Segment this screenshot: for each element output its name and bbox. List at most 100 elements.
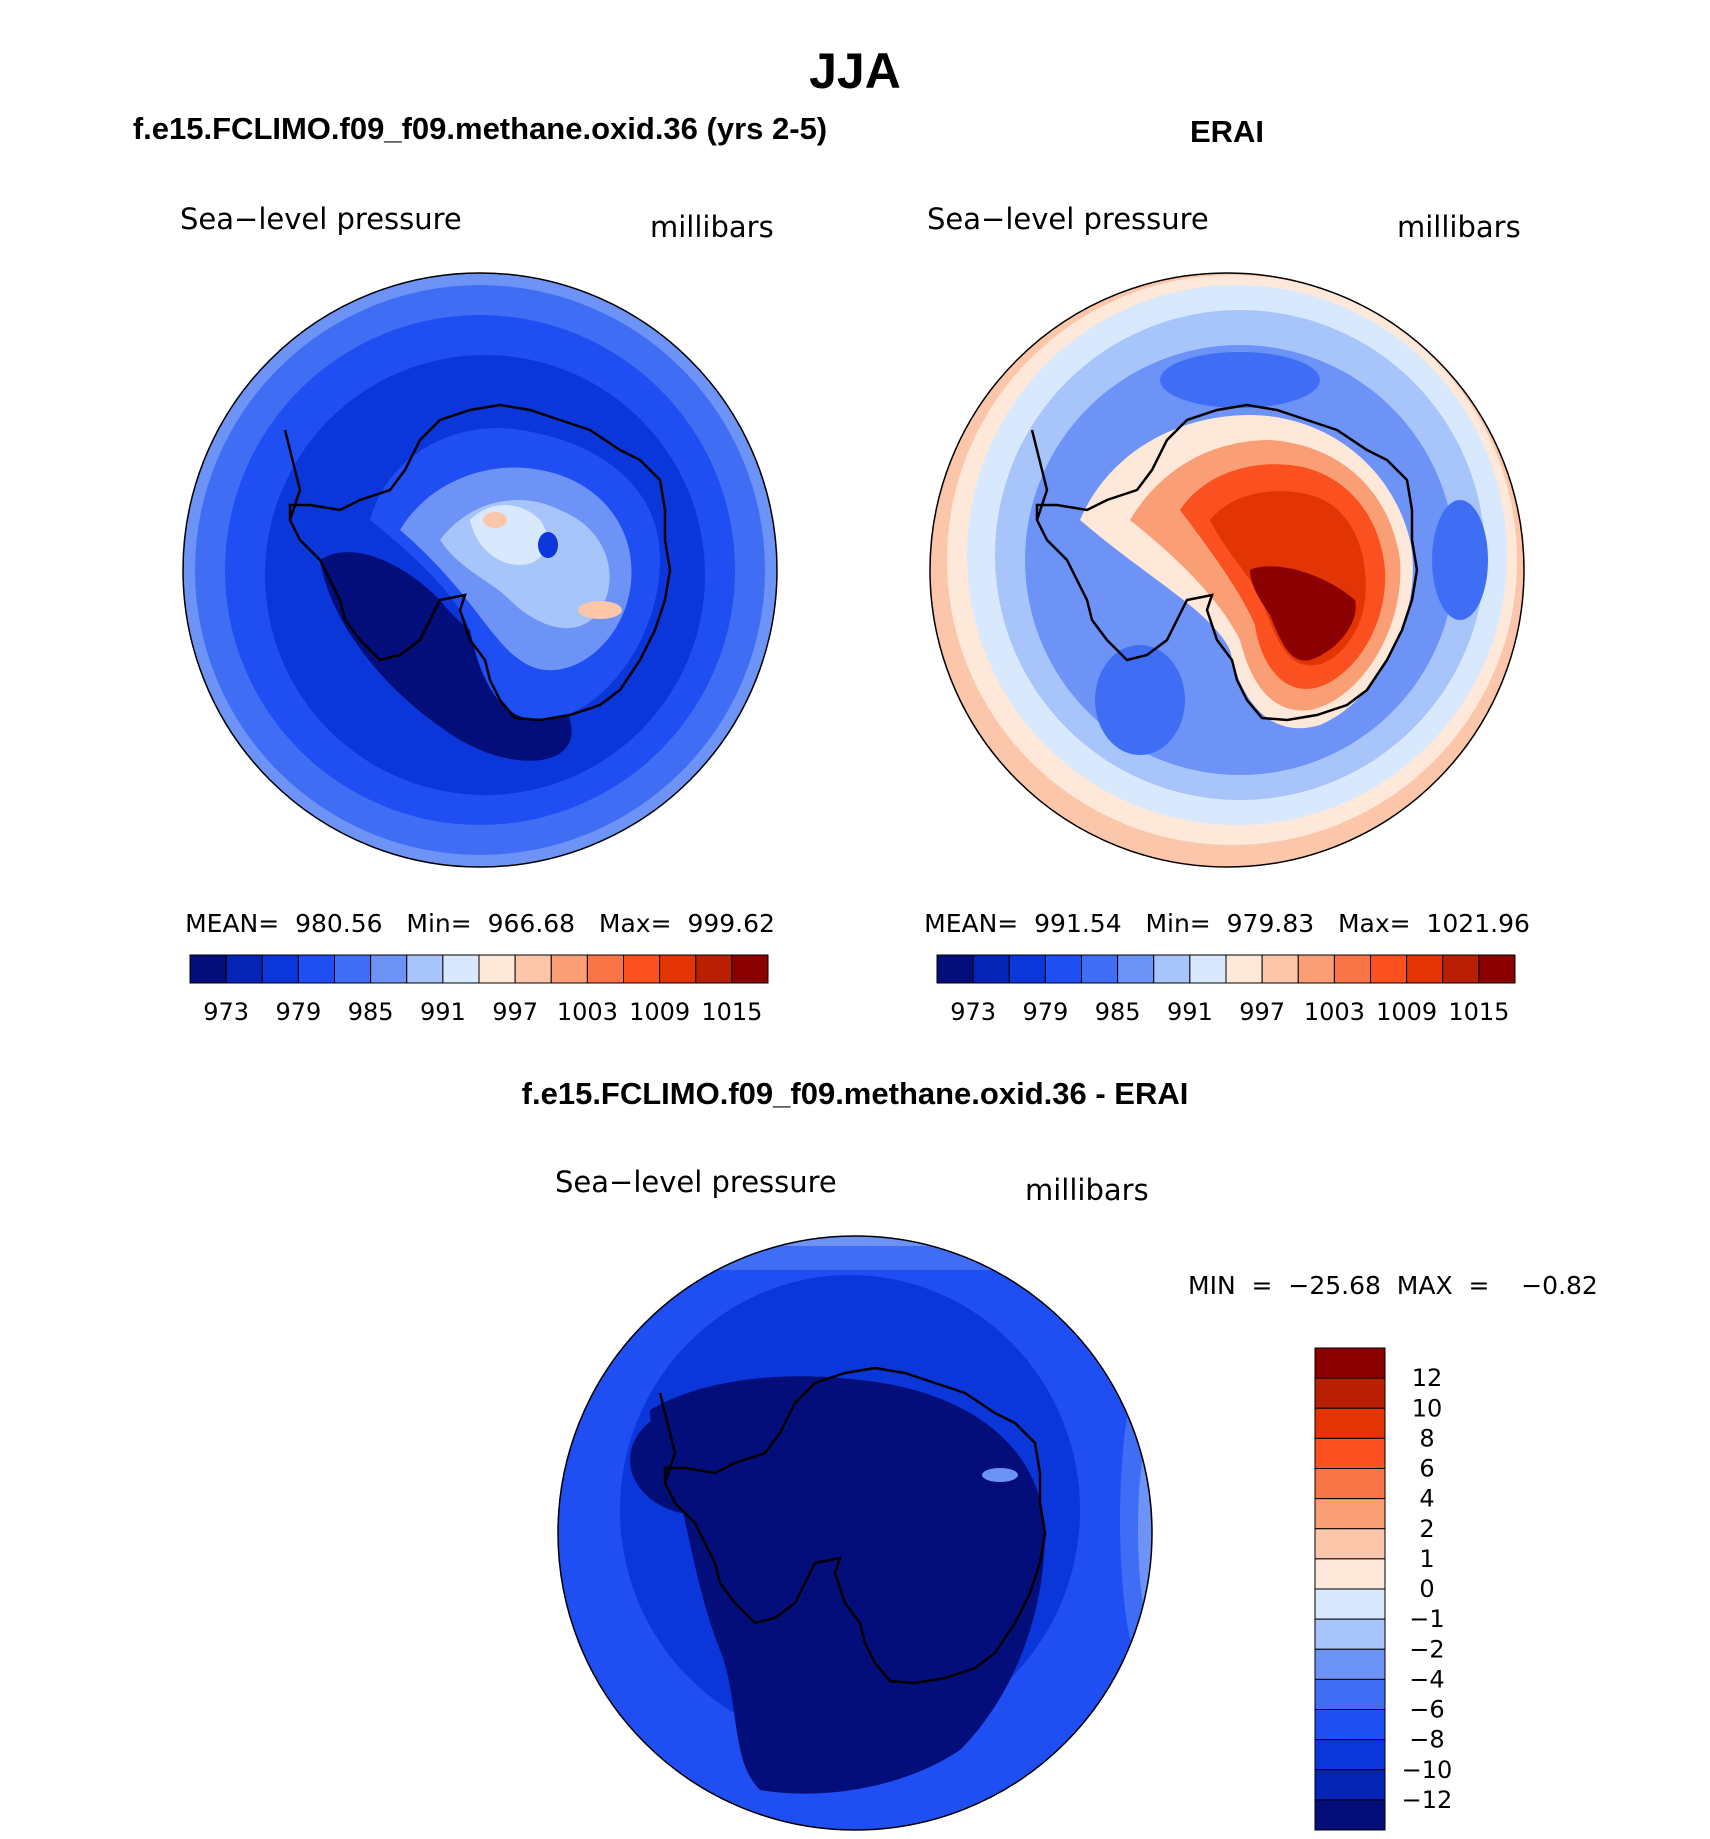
panel-diff-coastline bbox=[663, 1366, 1047, 1685]
colorbar-swatch bbox=[695, 954, 733, 984]
colorbar-swatch bbox=[1225, 954, 1263, 984]
panel-model-coastline bbox=[288, 403, 672, 722]
colorbar-tick-label: −1 bbox=[1409, 1605, 1444, 1633]
colorbar-swatch bbox=[623, 954, 661, 984]
colorbar-tick-label: 10 bbox=[1412, 1394, 1443, 1422]
colorbar-swatch bbox=[1314, 1468, 1386, 1500]
panel-diff-case-title: f.e15.FCLIMO.f09_f09.methane.oxid.36 - E… bbox=[522, 1076, 1189, 1111]
colorbar-swatch bbox=[514, 954, 552, 984]
panel-model-map bbox=[183, 273, 777, 867]
panel-obs-peninsula bbox=[1030, 429, 1049, 521]
colorbar-tick-label: 973 bbox=[203, 998, 249, 1026]
colorbar-swatch bbox=[1314, 1347, 1386, 1379]
colorbar-swatch bbox=[1314, 1407, 1386, 1439]
panel-obs-case-title: ERAI bbox=[1190, 114, 1264, 149]
panel-obs-field-low-2 bbox=[1095, 645, 1185, 755]
colorbar-tick-label: 1015 bbox=[1448, 998, 1509, 1026]
panel-obs-field-max bbox=[1250, 566, 1356, 661]
colorbar-swatch bbox=[1314, 1769, 1386, 1801]
panel-diff-field-low-2 bbox=[630, 1405, 770, 1515]
colorbar-swatch bbox=[1189, 954, 1227, 984]
colorbar-tick-label: 979 bbox=[275, 998, 321, 1026]
colorbar-swatch bbox=[731, 954, 769, 984]
panel-model-field-high-2 bbox=[578, 601, 622, 619]
panel-model: f.e15.FCLIMO.f09_f09.methane.oxid.36 (yr… bbox=[133, 111, 827, 1026]
colorbar-tick-label: 997 bbox=[1239, 998, 1285, 1026]
colorbar-swatch bbox=[1478, 954, 1516, 984]
colorbar-swatch bbox=[1314, 1648, 1386, 1680]
colorbar-tick-label: 8 bbox=[1419, 1424, 1434, 1452]
colorbar-tick-label: −8 bbox=[1409, 1726, 1444, 1754]
colorbar-tick-label: 991 bbox=[420, 998, 466, 1026]
colorbar-swatch bbox=[370, 954, 408, 984]
panel-obs-coastline bbox=[1035, 403, 1419, 722]
colorbar-swatch bbox=[1314, 1588, 1386, 1620]
colorbar-tick-label: 12 bbox=[1412, 1364, 1443, 1392]
panel-diff-field-right-edge-2 bbox=[1138, 1440, 1152, 1620]
colorbar-swatch bbox=[297, 954, 335, 984]
colorbar-swatch bbox=[1314, 1739, 1386, 1771]
colorbar-swatch bbox=[1314, 1678, 1386, 1710]
colorbar-swatch bbox=[1314, 1558, 1386, 1590]
panel-obs-map-border bbox=[929, 272, 1525, 868]
panel-obs-variable-label: Sea−level pressure bbox=[927, 202, 1209, 236]
panel-obs-field-low-3 bbox=[1432, 500, 1488, 620]
panel-diff-peninsula bbox=[658, 1392, 677, 1484]
colorbar-tick-label: 0 bbox=[1419, 1575, 1434, 1603]
colorbar-swatch bbox=[659, 954, 697, 984]
colorbar-swatch bbox=[1314, 1799, 1386, 1831]
panel-obs-colorbar: 973 979 985 991 997 1003 1009 1015 bbox=[936, 954, 1516, 1026]
colorbar-swatch bbox=[442, 954, 480, 984]
colorbar-tick-label: −4 bbox=[1409, 1665, 1444, 1693]
colorbar-tick-label: 1009 bbox=[629, 998, 690, 1026]
colorbar-swatch bbox=[1333, 954, 1371, 984]
panel-obs-map bbox=[930, 273, 1524, 867]
colorbar-tick-label: 985 bbox=[1095, 998, 1141, 1026]
colorbar-swatch bbox=[1297, 954, 1335, 984]
colorbar-swatch bbox=[1153, 954, 1191, 984]
panel-diff-map-border bbox=[557, 1235, 1153, 1831]
colorbar-swatch bbox=[1261, 954, 1299, 984]
colorbar-tick-label: 973 bbox=[950, 998, 996, 1026]
colorbar-tick-label: −2 bbox=[1409, 1635, 1444, 1663]
colorbar-tick-label: 1015 bbox=[701, 998, 762, 1026]
colorbar-tick-label: −12 bbox=[1402, 1786, 1453, 1814]
colorbar-swatch bbox=[334, 954, 372, 984]
colorbar-swatch bbox=[1314, 1618, 1386, 1650]
colorbar-swatch bbox=[1442, 954, 1480, 984]
colorbar-tick-label: 985 bbox=[348, 998, 394, 1026]
panel-obs-stats: MEAN= 991.54 Min= 979.83 Max= 1021.96 bbox=[924, 909, 1530, 938]
panel-diff-units-label: millibars bbox=[1025, 1173, 1149, 1207]
panel-model-stats: MEAN= 980.56 Min= 966.68 Max= 999.62 bbox=[185, 909, 775, 938]
colorbar-swatch bbox=[1314, 1528, 1386, 1560]
colorbar-tick-label: −6 bbox=[1409, 1696, 1444, 1724]
panel-model-peninsula bbox=[283, 429, 302, 521]
figure-title: JJA bbox=[809, 43, 901, 99]
colorbar-swatch bbox=[972, 954, 1010, 984]
colorbar-swatch bbox=[1314, 1498, 1386, 1530]
panel-diff-field-high-spot bbox=[982, 1468, 1018, 1482]
panel-model-variable-label: Sea−level pressure bbox=[180, 202, 462, 236]
colorbar-swatch bbox=[225, 954, 263, 984]
colorbar-tick-label: 4 bbox=[1419, 1485, 1434, 1513]
panel-diff-variable-label: Sea−level pressure bbox=[555, 1165, 837, 1199]
colorbar-swatch bbox=[189, 954, 227, 984]
panel-obs: ERAI Sea−level pressure millibars MEAN= … bbox=[924, 114, 1530, 1026]
colorbar-swatch bbox=[1314, 1709, 1386, 1741]
colorbar-tick-label: 1009 bbox=[1376, 998, 1437, 1026]
panel-model-field-low-pole bbox=[538, 532, 558, 558]
colorbar-tick-label: 2 bbox=[1419, 1515, 1434, 1543]
colorbar-swatch bbox=[1081, 954, 1119, 984]
panel-diff-map bbox=[558, 1236, 1152, 1830]
colorbar-tick-label: 1 bbox=[1419, 1545, 1434, 1573]
colorbar-swatch bbox=[550, 954, 588, 984]
panel-model-colorbar: 973 979 985 991 997 1003 1009 1015 bbox=[189, 954, 769, 1026]
panel-diff: f.e15.FCLIMO.f09_f09.methane.oxid.36 - E… bbox=[522, 1076, 1598, 1831]
colorbar-swatch bbox=[586, 954, 624, 984]
panel-obs-field-low-1 bbox=[1160, 352, 1320, 408]
colorbar-tick-label: 997 bbox=[492, 998, 538, 1026]
colorbar-swatch bbox=[261, 954, 299, 984]
colorbar-swatch bbox=[478, 954, 516, 984]
colorbar-swatch bbox=[1314, 1377, 1386, 1409]
colorbar-swatch bbox=[1370, 954, 1408, 984]
